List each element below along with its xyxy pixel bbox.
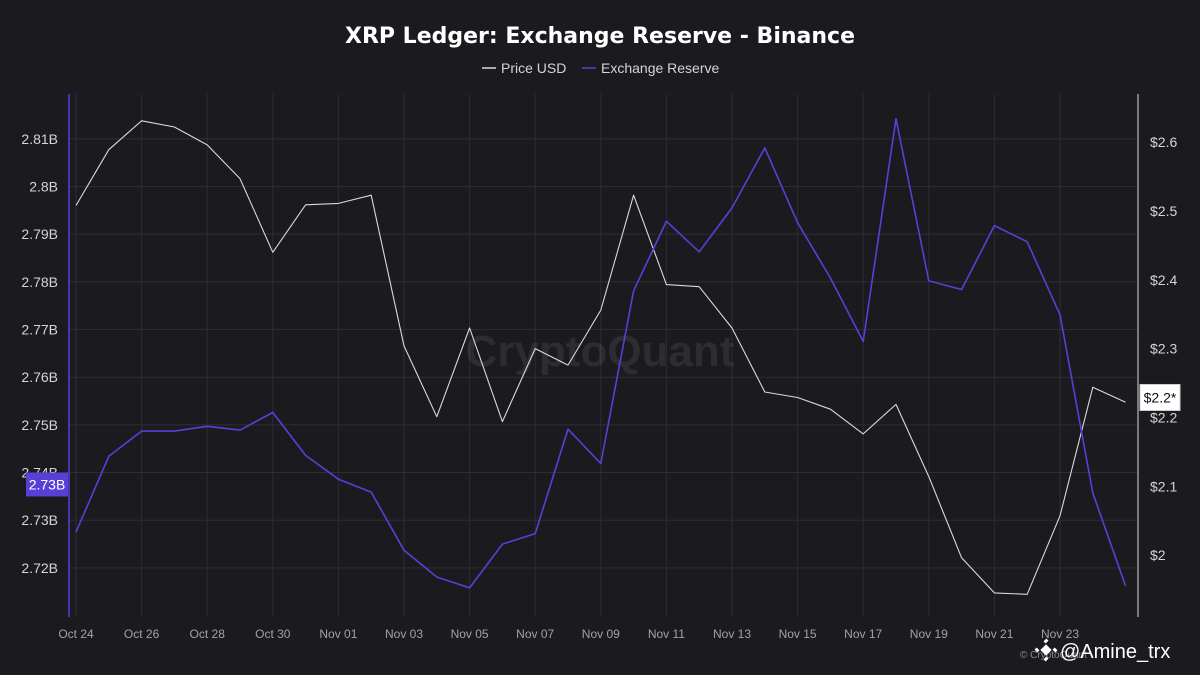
x-tick-label: Nov 13 [713,627,751,641]
left-tick-label: 2.8B [29,178,58,194]
right-tick-label: $2.3 [1150,341,1177,357]
legend-item-price[interactable]: Price USD [482,60,566,76]
x-tick-label: Oct 24 [58,627,94,641]
left-tick-label: 2.79B [21,226,58,242]
left-current-value-text: 2.73B [29,476,66,492]
left-current-value-badge: 2.73B [26,472,68,497]
right-tick-label: $2 [1150,547,1166,563]
left-tick-label: 2.76B [21,369,58,385]
right-tick-label: $2.5 [1150,203,1177,219]
right-tick-label: $2.2 [1150,409,1177,425]
right-current-value-badge-bg [1139,383,1181,411]
left-current-value-badge-bg [26,472,68,497]
x-tick-label: Nov 23 [1041,627,1079,641]
right-current-value-text: $2.2* [1144,389,1177,405]
legend-label-price: Price USD [501,60,566,76]
left-tick-label: 2.77B [21,322,58,338]
legend-item-reserve[interactable]: Exchange Reserve [582,60,720,76]
left-tick-label: 2.81B [21,131,58,147]
right-tick-label: $2.6 [1150,134,1177,150]
right-current-value-badge: $2.2* [1139,383,1181,411]
right-tick-label: $2.1 [1150,478,1177,494]
x-tick-label: Nov 01 [319,627,357,641]
x-tick-label: Nov 21 [975,627,1013,641]
watermark: CryptoQuant [466,327,735,376]
x-tick-label: Nov 05 [451,627,489,641]
x-tick-label: Nov 19 [910,627,948,641]
left-axis-ticks: 2.72B2.73B2.74B2.75B2.76B2.77B2.78B2.79B… [21,131,58,576]
x-tick-label: Nov 11 [648,627,685,641]
x-axis-ticks: Oct 24 Oct 26 Oct 28 Oct 30 Nov 01 Nov 03 Nov … [58,627,1079,641]
x-tick-label: Oct 28 [190,627,226,641]
left-tick-label: 2.75B [21,417,58,433]
x-tick-label: Oct 26 [124,627,160,641]
left-tick-label: 2.78B [21,274,58,290]
x-tick-label: Nov 15 [779,627,817,641]
right-axis-ticks: $2 $2.1 $2.2 $2.3 $2.4 $2.5 $2.6 [1150,134,1177,563]
legend[interactable]: Price USD Exchange Reserve [482,60,720,76]
binance-logo-icon [1034,638,1058,662]
credit-source-note: © CryptoQuant [1020,650,1087,661]
x-tick-label: Nov 07 [516,627,554,641]
series-line-exchange-reserve [75,118,1127,589]
x-tick-label: Nov 17 [844,627,882,641]
right-tick-label: $2.4 [1150,272,1177,288]
x-tick-label: Oct 30 [255,627,291,641]
credit: © CryptoQuant @Amine_trx [1020,638,1170,663]
gridlines [69,94,1138,617]
x-tick-label: Nov 09 [582,627,620,641]
series-layer [75,118,1127,595]
chart-title: XRP Ledger: Exchange Reserve - Binance [345,24,855,49]
legend-label-reserve: Exchange Reserve [601,60,720,76]
credit-username: @Amine_trx [1060,641,1170,663]
left-tick-label: 2.72B [21,560,58,576]
left-tick-label: 2.73B [21,512,58,528]
x-tick-label: Nov 03 [385,627,423,641]
series-line-price [75,120,1126,595]
